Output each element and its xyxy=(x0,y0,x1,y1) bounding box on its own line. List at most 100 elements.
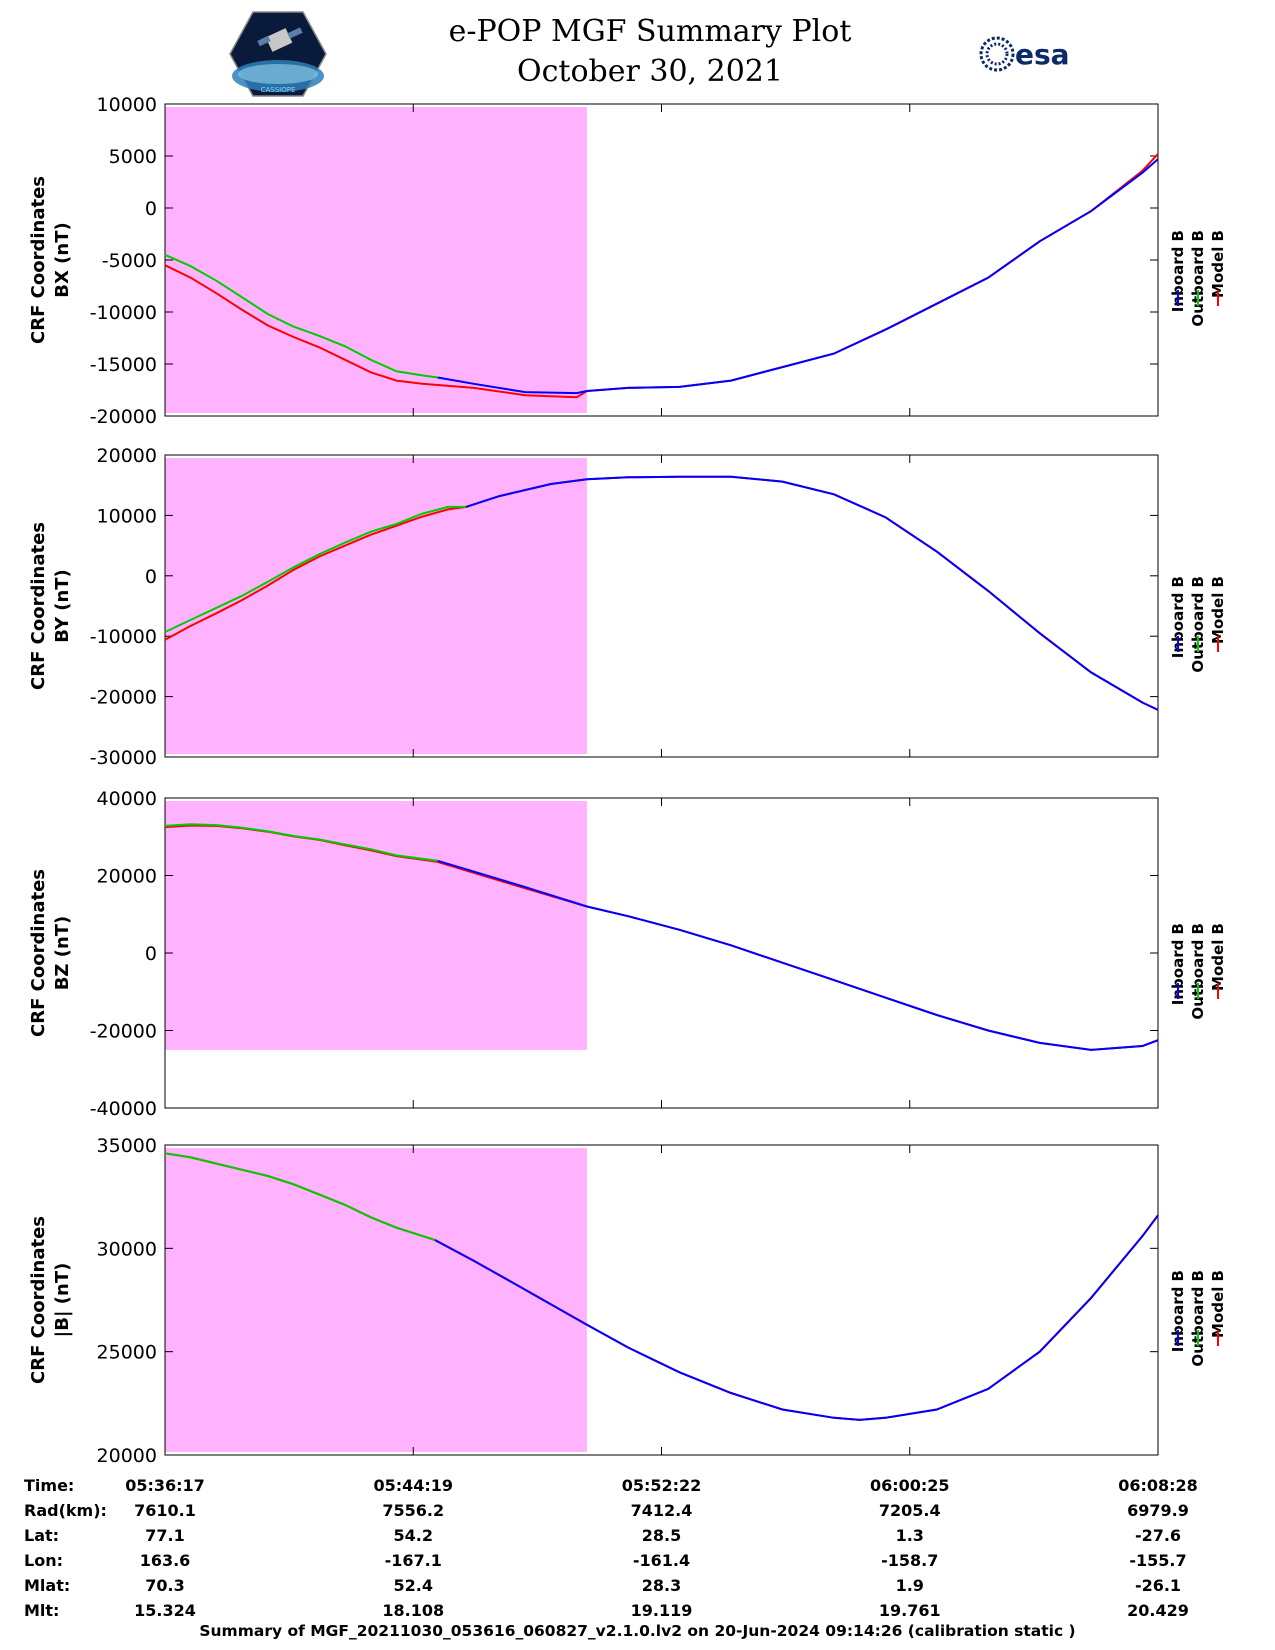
header: CASSIOPE e-POP MGF Summary Plot October … xyxy=(0,0,1275,100)
orbit-row-label: Lat: xyxy=(24,1526,60,1545)
series-line-outboard-b xyxy=(164,823,438,862)
orbit-row-label: Rad(km): xyxy=(24,1501,107,1520)
legend-label: Model B xyxy=(1209,230,1227,298)
shaded-region xyxy=(165,458,587,754)
orbit-cell: 7610.1 xyxy=(134,1501,196,1520)
y-axis-label: CRF Coordinates |B| (nT) xyxy=(28,1216,73,1384)
y-tick-label: 20000 xyxy=(97,1445,157,1467)
orbit-cell: 28.3 xyxy=(641,1576,682,1595)
series-line-inboard-b xyxy=(437,859,1159,1051)
y-tick-label: 20000 xyxy=(97,866,157,888)
orbit-row-label: Time: xyxy=(24,1476,75,1495)
y-tick-label: -15000 xyxy=(90,354,157,376)
legend-label: Outboard B xyxy=(1189,1270,1207,1367)
orbit-cell: -158.7 xyxy=(881,1551,939,1570)
y-axis-label-line2: BY (nT) xyxy=(52,569,73,643)
legend-label: Outboard B xyxy=(1189,230,1207,327)
orbit-cell: 54.2 xyxy=(393,1526,433,1545)
esa-logo: esa xyxy=(979,36,1070,72)
chart-panel-1: 10000 5000 0 -5000 -10000 -15000 -20000 CRF Coo… xyxy=(28,94,1227,428)
orbit-cell: 1.3 xyxy=(895,1526,924,1545)
orbit-cell: 7412.4 xyxy=(630,1501,693,1520)
orbit-cell: 05:36:17 xyxy=(125,1476,205,1495)
orbit-cell: 28.5 xyxy=(641,1526,682,1545)
orbit-cell: 6979.9 xyxy=(1127,1501,1189,1520)
orbit-cell: 05:52:22 xyxy=(621,1476,702,1495)
orbit-cell: 06:00:25 xyxy=(869,1476,950,1495)
orbit-row-label: Lon: xyxy=(24,1551,63,1570)
series-line-inboard-b xyxy=(437,158,1159,395)
y-tick-label: 20000 xyxy=(97,445,157,467)
series-line-outboard-b xyxy=(164,253,438,379)
legend-label: Inboard B xyxy=(1169,576,1187,658)
y-axis-label-line2: |B| (nT) xyxy=(52,1263,73,1338)
y-axis-label-line1: CRF Coordinates xyxy=(28,869,49,1037)
orbit-cell: -167.1 xyxy=(384,1551,442,1570)
shaded-region xyxy=(165,801,587,1050)
orbit-cell: 05:44:19 xyxy=(373,1476,454,1495)
y-tick-label: 5000 xyxy=(109,146,157,168)
epop-cassiope-logo: CASSIOPE xyxy=(229,11,327,97)
orbit-info-table: Time: Rad(km): Lat: Lon: Mlat: Mlt: 05:36:17 76… xyxy=(0,1466,1275,1626)
orbit-cell: 77.1 xyxy=(145,1526,185,1545)
y-tick-label: 10000 xyxy=(97,94,157,116)
y-tick-label: -10000 xyxy=(90,302,157,324)
chart-panel-4: 35000 30000 25000 20000 CRF Coordinates |B| (… xyxy=(28,1135,1227,1467)
y-tick-label: 0 xyxy=(145,943,157,965)
svg-text:CASSIOPE: CASSIOPE xyxy=(261,86,296,94)
legend-label: Model B xyxy=(1209,923,1227,991)
chart-panel-2: 20000 10000 0 -10000 -20000 -30000 CRF Coordin… xyxy=(28,445,1227,769)
y-axis-label-line2: BZ (nT) xyxy=(52,916,73,991)
y-axis-label-line1: CRF Coordinates xyxy=(28,1216,49,1384)
y-tick-label: -30000 xyxy=(90,747,157,769)
chart-panel-3: 40000 20000 0 -20000 -40000 CRF Coordinates BZ… xyxy=(28,788,1227,1120)
y-axis-label: CRF Coordinates BZ (nT) xyxy=(28,869,73,1037)
y-tick-label: -20000 xyxy=(90,406,157,428)
orbit-cell: 7205.4 xyxy=(878,1501,941,1520)
orbit-cell: -155.7 xyxy=(1129,1551,1187,1570)
orbit-cell: 70.3 xyxy=(145,1576,185,1595)
legend-label: Outboard B xyxy=(1189,576,1207,673)
legend-label: Model B xyxy=(1209,576,1227,644)
orbit-cell: 163.6 xyxy=(139,1551,191,1570)
y-tick-label: -20000 xyxy=(90,1021,157,1043)
legend-label: Outboard B xyxy=(1189,923,1207,1020)
orbit-cell: 15.324 xyxy=(134,1601,196,1620)
orbit-row-label: Mlt: xyxy=(24,1601,60,1620)
orbit-cell: -161.4 xyxy=(632,1551,691,1570)
orbit-cell: 19.119 xyxy=(630,1601,693,1620)
shaded-region xyxy=(165,1148,587,1452)
plot-date: October 30, 2021 xyxy=(517,54,783,89)
y-axis-label-line1: CRF Coordinates xyxy=(28,522,49,690)
orbit-cell: 06:08:28 xyxy=(1118,1476,1198,1495)
orbit-cell: 7556.2 xyxy=(382,1501,445,1520)
y-tick-label: 30000 xyxy=(97,1238,157,1260)
series-line-inboard-b xyxy=(465,475,1159,711)
legend-label: Inboard B xyxy=(1169,923,1187,1005)
footer-summary: Summary of MGF_20211030_053616_060827_v2… xyxy=(199,1622,1076,1640)
orbit-cell: 52.4 xyxy=(393,1576,433,1595)
plot-title: e-POP MGF Summary Plot xyxy=(448,14,852,49)
orbit-cell: 1.9 xyxy=(895,1576,924,1595)
series-line-inboard-b xyxy=(434,1214,1159,1421)
shaded-region xyxy=(165,107,587,413)
orbit-cell: 19.761 xyxy=(878,1601,941,1620)
legend-label: Model B xyxy=(1209,1270,1227,1338)
y-axis-label: CRF Coordinates BY (nT) xyxy=(28,522,73,690)
svg-text:esa: esa xyxy=(1015,38,1070,71)
orbit-cell: 18.108 xyxy=(382,1601,445,1620)
legend-label: Inboard B xyxy=(1169,1270,1187,1352)
orbit-cell: -26.1 xyxy=(1134,1576,1182,1595)
series-line-outboard-b xyxy=(164,1152,436,1242)
y-tick-label: 0 xyxy=(145,566,157,588)
y-tick-label: 25000 xyxy=(97,1342,157,1364)
y-tick-label: -20000 xyxy=(90,687,157,709)
legend-label: Inboard B xyxy=(1169,230,1187,312)
orbit-cell: -27.6 xyxy=(1134,1526,1182,1545)
series-line-outboard-b xyxy=(164,505,466,633)
y-tick-label: 0 xyxy=(145,198,157,220)
y-tick-label: -5000 xyxy=(102,250,157,272)
y-tick-label: 10000 xyxy=(97,505,157,527)
y-axis-label: CRF Coordinates BX (nT) xyxy=(28,176,73,344)
y-tick-label: 40000 xyxy=(97,788,157,810)
